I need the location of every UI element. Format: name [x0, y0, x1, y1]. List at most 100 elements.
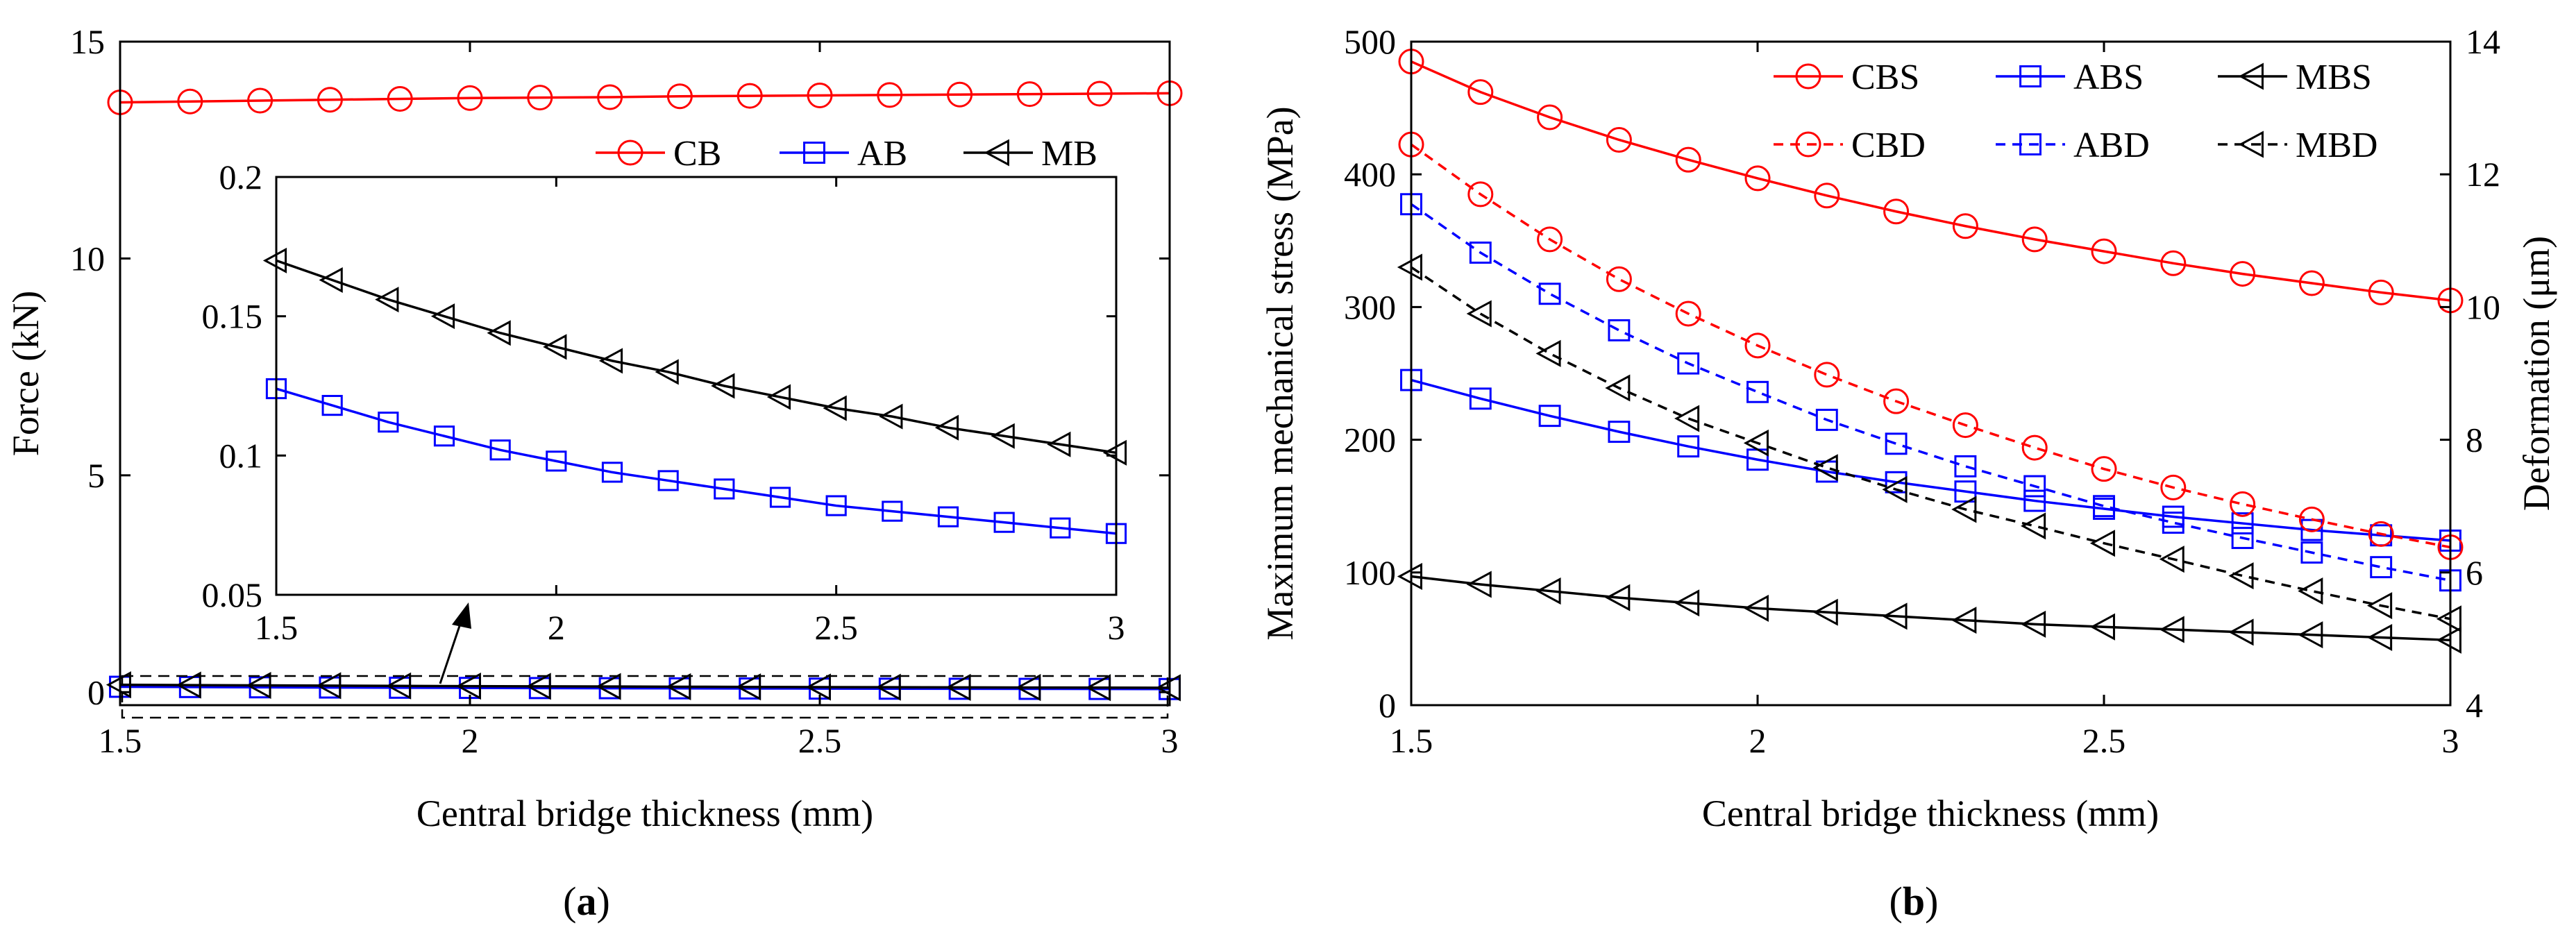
chart-b-legend: CBS ABS MBS CBD ABD MBD: [1774, 58, 2377, 165]
chart-b-line-cbd: [1410, 143, 2451, 549]
chart-a-inset-point-ab: [1050, 517, 1071, 539]
chart-a-inset-point-ab: [489, 439, 511, 461]
chart-b-point-mbs: [1812, 598, 1838, 626]
chart-a-inset-point-mb: [934, 414, 959, 441]
chart-b-point-cbd: [1883, 388, 1910, 414]
chart-b-point-mbd: [2228, 562, 2254, 590]
chart-a-inset-point-mb: [430, 303, 455, 330]
chart-a-point-mb: [316, 672, 342, 700]
chart-b-point-abd: [2300, 541, 2323, 564]
chart-a-inset-y-tick-label: 0.1: [219, 436, 263, 475]
chart-b-point-abs: [1469, 387, 1492, 410]
chart-a-inset-point-mb: [319, 267, 343, 294]
chart-a-point-cb: [736, 83, 763, 109]
chart-b-point-abd: [1677, 352, 1700, 375]
chart-b-point-mbd: [1466, 300, 1492, 328]
chart-b-y-tick-label: 200: [1344, 421, 1396, 459]
chart-b-point-cbd: [2021, 434, 2048, 461]
chart-a-point-mb: [525, 673, 551, 700]
chart-b-y-tick-label: 100: [1344, 553, 1396, 592]
chart-b-point-mbs: [1605, 584, 1631, 611]
chart-b-point-abs: [1677, 435, 1700, 458]
chart-a-inset-point-ab: [321, 394, 343, 416]
chart-a-y-tick-label: 15: [70, 22, 105, 61]
chart-a-legend-marker: [617, 140, 643, 166]
chart-a-y-tick-label: 0: [87, 673, 105, 711]
chart-b-point-cbs: [1467, 79, 1494, 105]
chart-b-point-mbd: [1951, 496, 1977, 523]
chart-a-legend-entry-ab: AB: [780, 134, 907, 174]
chart-b-point-abd: [2023, 475, 2046, 498]
chart-b-y2-tick-label: 4: [2466, 686, 2483, 725]
chart-a-point-mb: [875, 673, 901, 701]
chart-a-point-cb: [387, 85, 413, 112]
chart-a-point-mb: [455, 673, 481, 700]
chart-b-point-cbs: [1537, 104, 1563, 130]
chart-a-inset-point-mb: [375, 287, 399, 313]
chart-a-point-cb: [947, 81, 973, 108]
chart-b-legend-marker: [2019, 133, 2042, 155]
chart-a-inset-x-tick-label: 1.5: [255, 608, 298, 647]
chart-b-point-mbd: [1674, 405, 1700, 432]
chart-a-point-mb: [176, 671, 201, 699]
chart-a-y-tick-label: 10: [70, 239, 105, 278]
chart-a-inset-point-mb: [487, 320, 511, 346]
chart-a-inset-point-ab: [769, 487, 791, 508]
chart-a-point-mb: [386, 672, 412, 700]
chart-b-point-cbs: [1952, 213, 1978, 239]
chart-a-legend-entry-cb: CB: [596, 134, 721, 174]
chart-b-point-abs: [2231, 512, 2254, 535]
chart-b-y-tick-label: 300: [1344, 287, 1396, 326]
chart-b-point-abs: [1954, 480, 1977, 503]
chart-a-point-mb: [666, 673, 691, 700]
chart-b-point-cbs: [1814, 183, 1840, 209]
chart-b-point-mbs: [2298, 621, 2323, 649]
chart-a-x-tick-label: 3: [1161, 721, 1179, 760]
chart-a-inset-point-ab: [993, 512, 1015, 533]
chart-b-point-cbd: [1675, 301, 1701, 327]
chart-a-legend-entry-mb: MB: [963, 134, 1097, 174]
chart-a-inset-point-mb: [598, 348, 623, 374]
chart-b-point-mbs: [2159, 616, 2184, 643]
chart-a-point-cb: [877, 82, 903, 108]
chart-b-point-abd: [2093, 495, 2115, 518]
chart-a-inset-y-tick-label: 0.05: [202, 575, 263, 614]
chart-b-point-cbd: [1606, 266, 1632, 292]
chart-a-zoom-arrow: [439, 602, 471, 684]
chart-b-point-mbs: [1674, 589, 1700, 617]
chart-b-point-mbs: [1535, 577, 1561, 605]
chart-b-point-abd: [1885, 432, 1908, 455]
chart-a-point-cb: [597, 84, 623, 110]
chart-a-inset-point-mb: [711, 373, 735, 399]
chart-a-legend-label: CB: [673, 134, 721, 174]
chart-a-inset: 1.5 2 2.5 3 0.05 0.1 0.15 0.2: [202, 158, 1127, 647]
chart-b-point-abd: [1746, 380, 1769, 403]
chart-b-point-cbd: [1744, 332, 1771, 359]
chart-a-point-cb: [527, 85, 553, 111]
chart-b-point-mbs: [1951, 607, 1977, 634]
chart-b-y2-axis-label: Deformation (μm): [2516, 236, 2557, 511]
chart-b-point-mbd: [1605, 374, 1631, 402]
chart-b-point-cbd: [1467, 181, 1494, 208]
chart-a-zoom-box: [121, 675, 1169, 719]
chart-a-point-mb: [1086, 674, 1111, 702]
chart-a-ticks: 1.5 2 2.5 3 0 5 10 15: [70, 22, 1179, 760]
chart-b-legend-label: CBS: [1851, 58, 1919, 97]
chart-b-legend-entry-cbs: CBS: [1774, 58, 1919, 97]
chart-a-x-tick-label: 2: [462, 721, 479, 760]
chart-b-point-mbs: [2367, 623, 2393, 652]
chart-b-legend-marker: [2238, 62, 2264, 90]
chart-a-inset-point-mb: [823, 395, 847, 421]
chart-b-y2-tick-label: 6: [2466, 553, 2483, 592]
chart-b-point-abd: [1815, 408, 1838, 431]
chart-a-point-cb: [1016, 81, 1043, 108]
chart-b-point-mbd: [2021, 512, 2046, 540]
chart-b-y-tick-label: 400: [1344, 155, 1396, 194]
chart-b-point-cbs: [2160, 250, 2187, 276]
chart-a-point-cb: [666, 83, 693, 110]
chart-b-point-cbs: [1744, 165, 1771, 192]
chart-a-x-tick-label: 2.5: [798, 721, 842, 760]
chart-b-point-cbs: [2021, 226, 2048, 253]
chart-b-point-cbs: [1675, 146, 1701, 173]
chart-b-legend-marker: [2238, 130, 2264, 158]
